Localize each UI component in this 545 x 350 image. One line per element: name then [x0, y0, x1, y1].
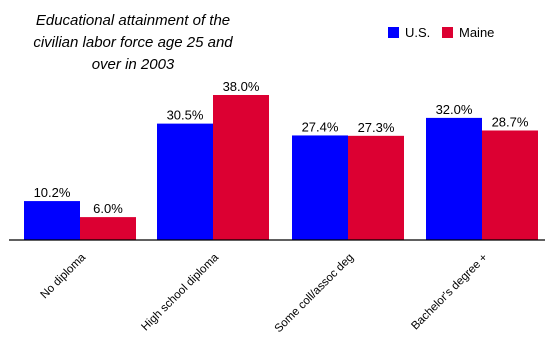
chart-title-line-2: civilian labor force age 25 and: [33, 34, 233, 51]
bar-u-s-some-coll-assoc-deg: [292, 135, 348, 240]
category-labels: No diploma High school diploma Some coll/a…: [39, 251, 491, 335]
legend-label-maine: Maine: [459, 25, 494, 40]
category-label-high-school-diploma: High school diploma: [139, 251, 221, 333]
value-label-maine-high-school-diploma: 38.0%: [223, 79, 260, 94]
value-label-u-s-some-coll-assoc-deg: 27.4%: [302, 119, 339, 134]
legend-swatch-us: [388, 27, 399, 38]
value-label-u-s-bachelor-s-degree: 32.0%: [436, 102, 473, 117]
bar-maine-no-diploma: [80, 217, 136, 240]
bar-u-s-no-diploma: [24, 201, 80, 240]
legend: U.S. Maine: [388, 25, 494, 40]
category-label-bachelor-s-degree: Bachelor's degree +: [409, 251, 490, 332]
bar-maine-high-school-diploma: [213, 95, 269, 240]
value-label-u-s-no-diploma: 10.2%: [34, 185, 71, 200]
value-labels: 10.2% 6.0% 30.5% 38.0% 27.4% 27.3% 32.0% 28.7%: [34, 79, 529, 216]
bar-u-s-bachelor-s-degree: [426, 117, 482, 240]
bar-u-s-high-school-diploma: [157, 123, 213, 240]
value-label-maine-bachelor-s-degree: 28.7%: [492, 114, 529, 129]
bars: [24, 95, 538, 240]
category-label-some-coll-assoc-deg: Some coll/assoc deg: [273, 252, 357, 336]
legend-label-us: U.S.: [405, 25, 430, 40]
category-label-no-diploma: No diploma: [39, 251, 89, 301]
bar-maine-bachelor-s-degree: [482, 130, 538, 240]
chart-title-line-3: over in 2003: [92, 56, 175, 73]
legend-swatch-maine: [442, 27, 453, 38]
chart-title: Educational attainment of the civilian l…: [33, 12, 233, 73]
bar-maine-some-coll-assoc-deg: [348, 135, 404, 240]
value-label-maine-no-diploma: 6.0%: [93, 201, 123, 216]
chart-title-line-1: Educational attainment of the: [36, 12, 230, 29]
value-label-u-s-high-school-diploma: 30.5%: [167, 108, 204, 123]
value-label-maine-some-coll-assoc-deg: 27.3%: [358, 120, 395, 135]
